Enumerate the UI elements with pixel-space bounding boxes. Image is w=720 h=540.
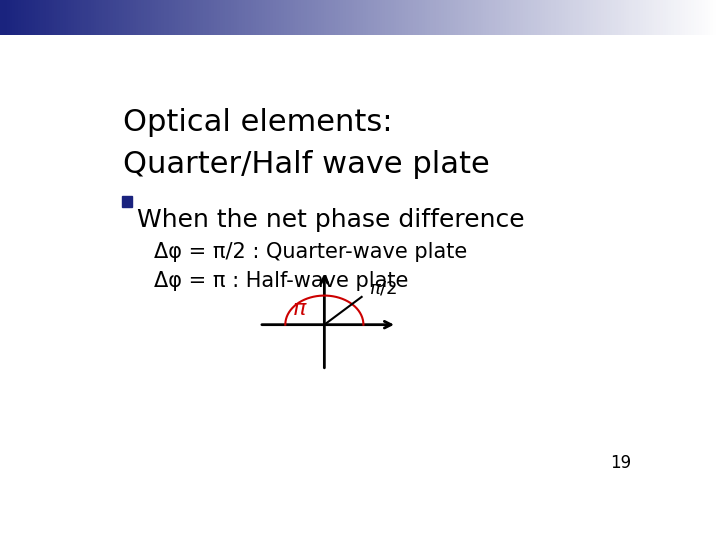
Text: Δφ = π : Half-wave plate: Δφ = π : Half-wave plate	[154, 271, 408, 291]
Text: Quarter/Half wave plate: Quarter/Half wave plate	[124, 150, 490, 179]
Text: $\pi$/2: $\pi$/2	[369, 279, 397, 298]
Text: Δφ = π/2 : Quarter-wave plate: Δφ = π/2 : Quarter-wave plate	[154, 241, 467, 261]
Text: When the net phase difference: When the net phase difference	[138, 208, 525, 232]
Text: 19: 19	[610, 454, 631, 472]
Text: Optical elements:: Optical elements:	[124, 109, 393, 138]
Text: $\pi$: $\pi$	[292, 299, 308, 319]
Polygon shape	[122, 196, 132, 207]
